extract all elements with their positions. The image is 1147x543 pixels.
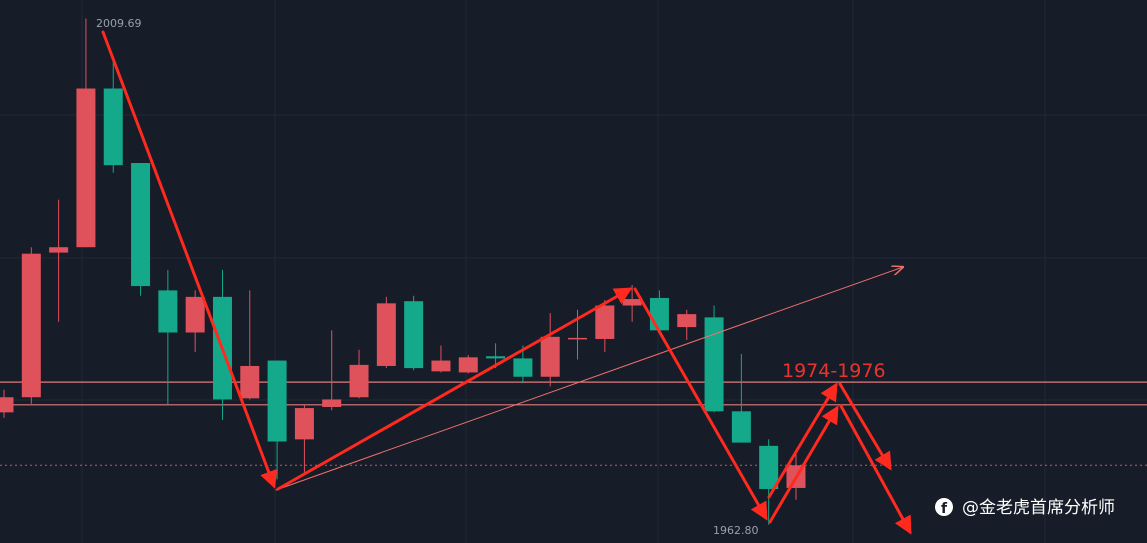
candle-body: [294, 408, 314, 440]
candle-body: [103, 88, 123, 166]
watermark: f @金老虎首席分析师: [935, 498, 1115, 518]
zone-label: 1974-1976: [782, 360, 886, 382]
candle-body: [759, 445, 779, 490]
arrow: [839, 404, 912, 535]
candle-body: [431, 360, 451, 372]
candle-body: [267, 360, 287, 442]
arrow: [768, 405, 839, 524]
high-label: 2009.69: [96, 17, 142, 30]
watermark-text: @金老虎首席分析师: [962, 498, 1115, 518]
candle-body: [513, 358, 533, 377]
candle-body: [649, 297, 669, 331]
candle-body: [677, 314, 697, 328]
candle-body: [0, 397, 14, 413]
candle-body: [731, 411, 751, 443]
candle-body: [49, 247, 69, 253]
trend-line: [275, 267, 903, 491]
candle-body: [486, 356, 506, 359]
arrow: [838, 382, 892, 471]
low-label: 1962.80: [713, 524, 759, 537]
candle-body: [404, 301, 424, 369]
candle-body: [458, 357, 478, 373]
candle-body: [595, 305, 615, 339]
arrow: [633, 287, 768, 521]
candle-body: [322, 399, 342, 407]
candles: [0, 18, 1147, 525]
arrow: [276, 287, 633, 491]
candle-body: [540, 336, 560, 377]
candle-body: [704, 317, 724, 412]
candle-body: [376, 303, 396, 366]
watermark-icon-letter: f: [941, 501, 948, 517]
candle-body: [240, 365, 260, 399]
watermark-icon: [935, 498, 953, 516]
arrow: [101, 30, 278, 489]
candle-body: [76, 88, 96, 248]
candle-body: [349, 364, 369, 398]
candle-body: [158, 290, 178, 333]
candle-body: [131, 163, 151, 287]
candle-body: [622, 299, 642, 306]
candle-body: [185, 296, 205, 333]
drawings: [101, 30, 912, 535]
candle-body: [21, 253, 41, 398]
arrow: [767, 382, 838, 499]
candle-body: [568, 337, 588, 340]
